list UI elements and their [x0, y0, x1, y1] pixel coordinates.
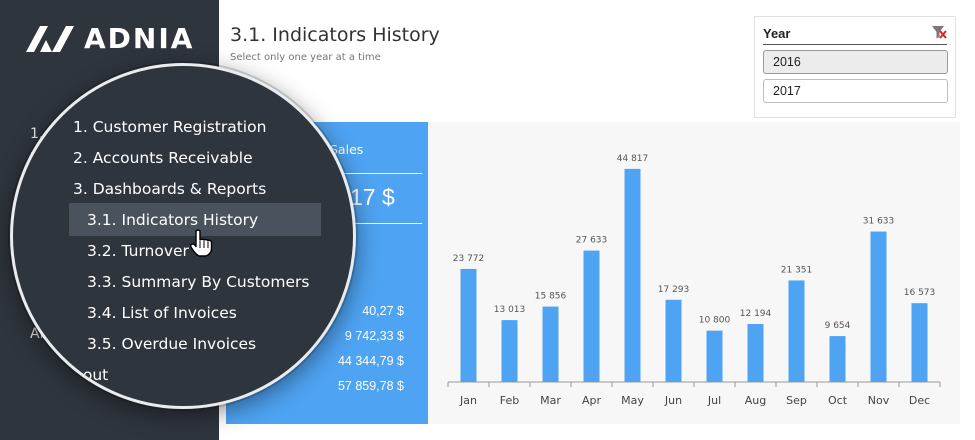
- bar-nov[interactable]: [870, 231, 887, 382]
- kpi-label: Sales: [330, 142, 364, 157]
- data-label: 10 800: [699, 316, 731, 326]
- menu-item-list-of-invoices[interactable]: 3.4. List of Invoices: [87, 304, 237, 322]
- menu-item-summary-by-customers[interactable]: 3.3. Summary By Customers: [87, 273, 310, 291]
- data-label: 16 573: [904, 288, 936, 298]
- kpi-divider: [339, 223, 422, 224]
- slicer-header: Year: [763, 23, 947, 45]
- bar-jan[interactable]: [460, 268, 477, 382]
- bar-sep[interactable]: [788, 280, 805, 382]
- bar-apr[interactable]: [583, 250, 600, 382]
- monthly-sales-chart: 23 772 Jan 13 013 Feb 15 856 Mar 27 633 Apr 44 8…: [428, 122, 960, 424]
- data-label: 44 817: [617, 154, 649, 164]
- data-label: 17 293: [658, 285, 690, 295]
- bar-aug[interactable]: [747, 324, 764, 382]
- kpi-value: 17 $: [350, 184, 395, 210]
- kpi-row-value: 44 344,79 $: [337, 354, 404, 368]
- kpi-row-value: 40,27 $: [362, 304, 404, 318]
- data-label: 27 633: [576, 236, 608, 246]
- menu-item-about[interactable]: bout: [73, 366, 109, 384]
- menu-item-overdue-invoices[interactable]: 3.5. Overdue Invoices: [87, 335, 257, 353]
- brand-name: ADNIA: [84, 22, 195, 55]
- slicer-option-2017[interactable]: 2017: [763, 79, 948, 103]
- active-item-highlight: [69, 203, 321, 236]
- slicer-title: Year: [763, 26, 791, 41]
- x-tick-label: May: [621, 394, 644, 407]
- clear-filter-icon[interactable]: [931, 24, 947, 40]
- year-slicer: Year 2016 2017: [754, 16, 956, 118]
- data-label: 23 772: [453, 254, 485, 264]
- menu-item-customer-registration[interactable]: 1. Customer Registration: [73, 118, 267, 136]
- data-label: 21 351: [781, 265, 813, 275]
- zoom-lens: 1. Customer Registration 2. Accounts Rec…: [10, 63, 356, 409]
- menu-item-indicators-history[interactable]: 3.1. Indicators History: [87, 211, 259, 229]
- x-tick-label: Jun: [664, 394, 682, 407]
- x-tick-label: Jan: [459, 394, 477, 407]
- bar-chart: 23 772 Jan 13 013 Feb 15 856 Mar 27 633 Apr 44 8…: [447, 154, 941, 407]
- data-label: 13 013: [494, 305, 526, 315]
- page-title: 3.1. Indicators History: [230, 24, 440, 46]
- bar-may[interactable]: [624, 168, 641, 382]
- bar-jul[interactable]: [706, 330, 723, 382]
- adnia-logo-icon: [26, 25, 74, 52]
- hand-pointer-icon: [190, 229, 213, 257]
- x-tick-label: Nov: [868, 394, 890, 407]
- data-label: 15 856: [535, 292, 567, 302]
- x-tick-label: Aug: [745, 394, 766, 407]
- data-label: 9 654: [825, 321, 851, 331]
- data-label: 12 194: [740, 309, 772, 319]
- x-tick-label: Mar: [540, 394, 561, 407]
- page-subtitle: Select only one year at a time: [230, 52, 381, 63]
- bar-mar[interactable]: [542, 306, 559, 382]
- kpi-divider: [339, 173, 422, 174]
- menu-item-accounts-receivable[interactable]: 2. Accounts Receivable: [73, 149, 253, 167]
- kpi-row-value: 57 859,78 $: [337, 379, 404, 393]
- bar-feb[interactable]: [501, 320, 518, 382]
- x-tick-label: Dec: [909, 394, 930, 407]
- brand-logo[interactable]: ADNIA: [26, 22, 194, 55]
- bar-jun[interactable]: [665, 299, 682, 382]
- x-tick-label: Jul: [707, 394, 721, 407]
- menu-item-dashboards-reports[interactable]: 3. Dashboards & Reports: [73, 180, 267, 198]
- x-tick-label: Apr: [582, 394, 602, 407]
- kpi-row-value: 9 742,33 $: [344, 329, 404, 343]
- x-tick-label: Sep: [786, 394, 807, 407]
- x-tick-label: Feb: [500, 394, 519, 407]
- x-tick-label: Oct: [828, 394, 848, 407]
- menu-item-turnover[interactable]: 3.2. Turnover: [87, 242, 189, 260]
- bar-dec[interactable]: [911, 303, 928, 382]
- bar-oct[interactable]: [829, 336, 846, 382]
- slicer-option-2016[interactable]: 2016: [763, 50, 948, 74]
- data-label: 31 633: [863, 217, 895, 227]
